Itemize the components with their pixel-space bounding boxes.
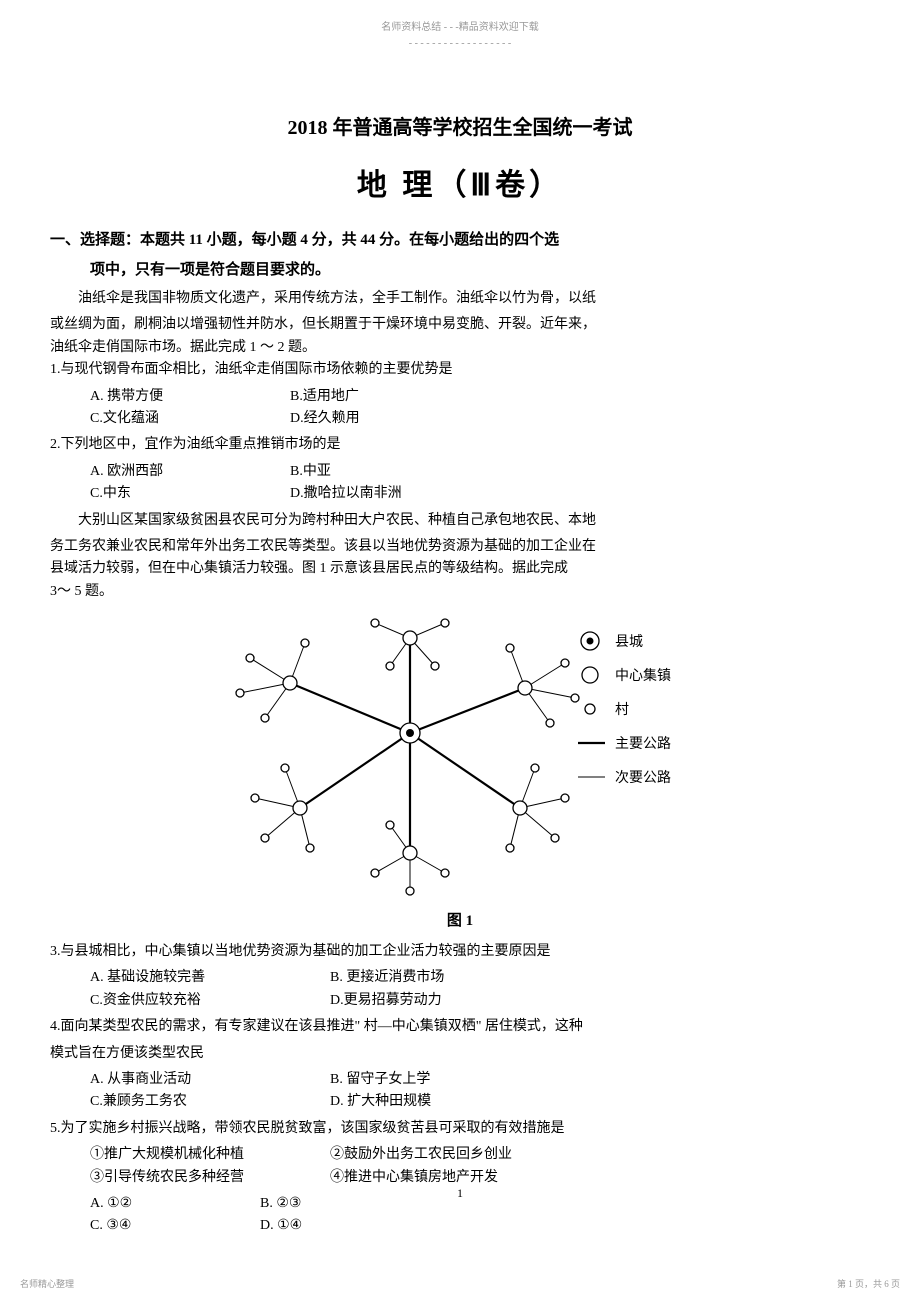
q1-b: B.适用地广	[290, 386, 490, 408]
q5-a: A. ①②	[90, 1193, 260, 1215]
q4-c: C.兼顾务工务农	[90, 1091, 330, 1113]
q1-stem: 1.与现代钢骨布面伞相比，油纸伞走俏国际市场依赖的主要优势是	[50, 359, 870, 381]
passage1-p1: 油纸伞是我国非物质文化遗产，采用传统方法，全手工制作。油纸伞以竹为骨，以纸	[50, 288, 870, 310]
figure-caption: 图 1	[50, 909, 870, 933]
q1-options: A. 携带方便 B.适用地广 C.文化蕴涵 D.经久赖用	[50, 386, 870, 431]
q1-a: A. 携带方便	[90, 386, 290, 408]
q4-d: D. 扩大种田规模	[330, 1091, 530, 1113]
q2-c: C.中东	[90, 483, 290, 505]
passage2-p1: 大别山区某国家级贫困县农民可分为跨村种田大户农民、种植自己承包地农民、本地	[50, 510, 870, 532]
svg-text:县城: 县城	[615, 634, 643, 650]
exam-subject: 地 理（Ⅲ卷）	[50, 162, 870, 210]
q3-c: C.资金供应较充裕	[90, 990, 330, 1012]
q5-subs: ①推广大规模机械化种植 ②鼓励外出务工农民回乡创业 ③引导传统农民多种经营 ④推…	[50, 1144, 870, 1189]
q5-c: C. ③④	[90, 1215, 260, 1237]
q5-o3: ③引导传统农民多种经营	[90, 1167, 330, 1189]
q5-o1: ①推广大规模机械化种植	[90, 1144, 330, 1166]
q1-d: D.经久赖用	[290, 408, 490, 430]
q2-stem: 2.下列地区中，宜作为油纸伞重点推销市场的是	[50, 434, 870, 456]
q4-a: A. 从事商业活动	[90, 1069, 330, 1091]
settlement-diagram: 县城中心集镇村主要公路次要公路	[190, 613, 730, 903]
svg-text:主要公路: 主要公路	[615, 736, 671, 752]
header-note: 名师资料总结 - - -精品资料欢迎下载 - - - - - - - - - -…	[50, 20, 870, 52]
passage1-p3: 油纸伞走俏国际市场。据此完成 1 ～ 2 题。	[50, 337, 870, 359]
passage1-p2: 或丝绸为面，刷桐油以增强韧性并防水，但长期置于干燥环境中易变脆、开裂。近年来，	[50, 314, 870, 336]
q3-a: A. 基础设施较完善	[90, 967, 330, 989]
q4-options: A. 从事商业活动 B. 留守子女上学 C.兼顾务工务农 D. 扩大种田规模	[50, 1069, 870, 1114]
q2-d: D.撒哈拉以南非洲	[290, 483, 490, 505]
section1-heading-l2: 项中，只有一项是符合题目要求的。	[50, 258, 870, 282]
q3-b: B. 更接近消费市场	[330, 967, 530, 989]
q3-stem: 3.与县城相比，中心集镇以当地优势资源为基础的加工企业活力较强的主要原因是	[50, 941, 870, 963]
svg-text:中心集镇: 中心集镇	[615, 667, 671, 684]
q5-b: B. ②③	[260, 1193, 460, 1215]
footer-right: 第 1 页，共 6 页	[837, 1277, 900, 1291]
q2-a: A. 欧洲西部	[90, 461, 290, 483]
q5-d: D. ①④	[260, 1215, 460, 1237]
q4-b: B. 留守子女上学	[330, 1069, 530, 1091]
q4-stem2: 模式旨在方便该类型农民	[50, 1043, 870, 1065]
q4-stem1: 4.面向某类型农民的需求，有专家建议在该县推进" 村—中心集镇双栖" 居住模式，…	[50, 1016, 870, 1038]
exam-title: 2018 年普通高等学校招生全国统一考试	[50, 112, 870, 144]
q2-b: B.中亚	[290, 461, 490, 483]
passage2-p3: 县域活力较弱，但在中心集镇活力较强。图 1 示意该县居民点的等级结构。据此完成	[50, 558, 870, 580]
header-note-text: 名师资料总结 - - -精品资料欢迎下载	[50, 20, 870, 36]
q5-o4: ④推进中心集镇房地产开发	[330, 1167, 570, 1189]
section1-heading-l1: 一、选择题：本题共 11 小题，每小题 4 分，共 44 分。在每小题给出的四个…	[50, 228, 870, 252]
svg-text:村: 村	[615, 702, 629, 718]
header-dots: - - - - - - - - - - - - - - - - - -	[50, 36, 870, 52]
q3-options: A. 基础设施较完善 B. 更接近消费市场 C.资金供应较充裕 D.更易招募劳动…	[50, 967, 870, 1012]
passage2-p2: 务工务农兼业农民和常年外出务工农民等类型。该县以当地优势资源为基础的加工企业在	[50, 536, 870, 558]
q5-stem: 5.为了实施乡村振兴战略，带领农民脱贫致富，该国家级贫苦县可采取的有效措施是	[50, 1118, 870, 1140]
passage2-p4: 3～ 5 题。	[50, 581, 870, 603]
q5-o2: ②鼓励外出务工农民回乡创业	[330, 1144, 570, 1166]
q2-options: A. 欧洲西部 B.中亚 C.中东 D.撒哈拉以南非洲	[50, 461, 870, 506]
footer-left: 名师精心整理	[20, 1277, 74, 1291]
svg-text:次要公路: 次要公路	[615, 770, 671, 786]
q3-d: D.更易招募劳动力	[330, 990, 530, 1012]
q1-c: C.文化蕴涵	[90, 408, 290, 430]
figure-1: 县城中心集镇村主要公路次要公路	[50, 613, 870, 903]
page-number: 1	[457, 1184, 463, 1203]
